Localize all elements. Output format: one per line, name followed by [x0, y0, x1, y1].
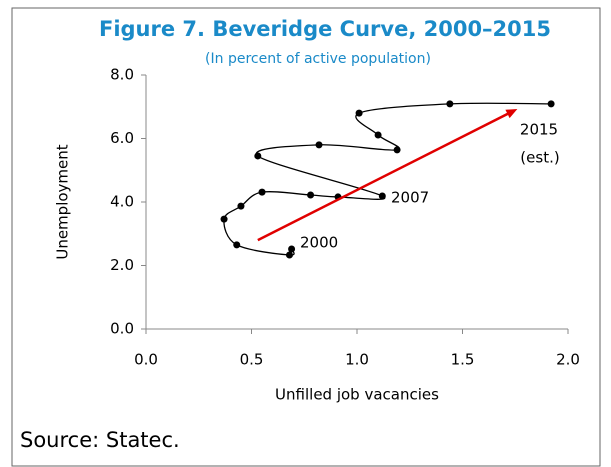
point	[378, 192, 386, 200]
point	[220, 215, 228, 223]
point	[258, 188, 266, 196]
x-tick-label: 2.0	[556, 351, 580, 369]
y-tick-label: 2.0	[110, 256, 134, 274]
frame	[11, 7, 601, 467]
annotation: 2007	[391, 189, 429, 207]
chart-subtitle: (In percent of active population)	[205, 51, 431, 67]
x-tick-label: 0.0	[134, 351, 158, 369]
x-tick-label: 0.5	[240, 351, 264, 369]
point	[288, 245, 296, 253]
annotation: (est.)	[520, 149, 559, 167]
trend-arrow	[257, 111, 511, 242]
point	[315, 141, 323, 149]
source: Source: Statec.	[20, 428, 180, 452]
y-tick-label: 8.0	[110, 66, 134, 84]
y-tick-label: 4.0	[110, 193, 134, 211]
arrow-head	[505, 108, 518, 119]
x-tick-label: 1.5	[451, 351, 475, 369]
y-axis-label: Unemployment	[54, 144, 72, 259]
chart-title: Figure 7. Beveridge Curve, 2000–2015	[99, 17, 551, 41]
y-tick-label: 6.0	[110, 129, 134, 147]
point	[446, 100, 454, 108]
point	[393, 146, 401, 154]
annotation: 2000	[300, 234, 338, 252]
point	[547, 100, 555, 108]
point	[233, 241, 241, 249]
point	[307, 191, 315, 199]
point	[254, 152, 262, 160]
point	[237, 202, 245, 210]
y-tick-label: 0.0	[110, 320, 134, 338]
x-tick-label: 1.0	[345, 351, 369, 369]
point	[355, 109, 363, 117]
point	[374, 131, 382, 139]
x-axis-label: Unfilled job vacancies	[275, 386, 439, 404]
point	[285, 251, 293, 259]
annotation: 2015	[520, 121, 558, 139]
